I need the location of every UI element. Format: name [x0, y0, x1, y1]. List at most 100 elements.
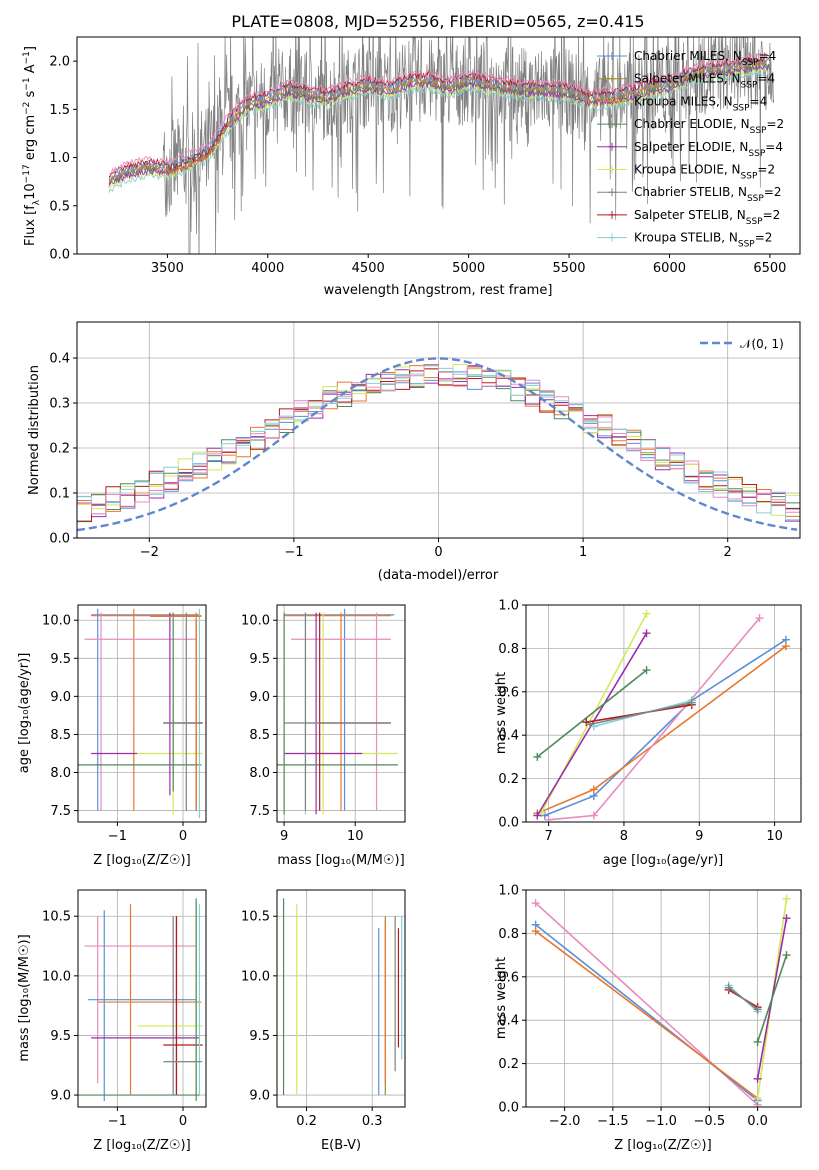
x-tick-label: 0.3 — [362, 1114, 383, 1129]
y-tick-label: 9.0 — [50, 1089, 71, 1104]
axes-mass_vs_ebv: 0.2 0.3 9.0 9.5 10.0 10.5 E(B-V) — [241, 889, 406, 1153]
weight-point-marker — [755, 614, 764, 623]
weight-point-marker — [642, 666, 651, 675]
x-axis-label: Z [log₁₀(Z/Z☉)] — [614, 1138, 711, 1153]
y-tick-label: 2.0 — [49, 55, 70, 70]
y-tick-label: 7.5 — [249, 804, 270, 819]
x-tick-label: 6000 — [653, 261, 686, 276]
y-axis-label: Normed distribution — [27, 365, 42, 495]
legend-marker — [608, 97, 616, 106]
legend-marker — [608, 142, 616, 151]
y-tick-label: 0.2 — [498, 1057, 519, 1072]
weight-point-marker — [533, 752, 542, 761]
normal-distribution-curve — [77, 357, 798, 532]
y-tick-label: 9.0 — [249, 1089, 270, 1104]
legend-marker — [608, 233, 616, 242]
axes-frame — [276, 889, 406, 1108]
y-tick-label: 0.0 — [498, 816, 519, 831]
x-tick-label: 0.2 — [296, 1114, 317, 1129]
x-tick-label: 5000 — [452, 261, 485, 276]
y-tick-label: 1.0 — [498, 884, 519, 899]
axes-residuals: −2 −1 0 1 2 0.0 0.1 0.2 0.3 0.4 (data-model)/error… — [27, 321, 801, 583]
legend-entry: Chabrier STELIB, NSSP=2 — [634, 185, 782, 204]
weight-point-marker — [753, 1037, 762, 1046]
x-tick-label: −1.5 — [597, 1114, 629, 1129]
x-tick-label: −1 — [284, 545, 303, 560]
y-axis-label: mass [log₁₀(M/M☉)] — [17, 934, 32, 1061]
weight-line-kroupa_miles — [535, 930, 759, 1099]
weight-point-marker — [687, 698, 696, 707]
model-kroupa_miles-line — [108, 58, 770, 184]
weight-point-marker — [782, 894, 791, 903]
frame-and-ticks: −1 0 9.0 9.5 10.0 10.5 Z [log₁₀(Z/Z☉)] mass [lo… — [17, 889, 207, 1153]
frame-and-ticks: 0.2 0.3 9.0 9.5 10.0 10.5 E(B-V) — [241, 889, 406, 1153]
frame-and-ticks: −1 0 7.5 8.0 8.5 9.0 9.5 10.0 Z [log₁₀(Z/Z☉)] age… — [17, 604, 207, 868]
y-tick-label: 0.4 — [498, 729, 519, 744]
weight-point-marker — [589, 785, 598, 794]
x-tick-label: 6500 — [753, 261, 786, 276]
y-tick-label: 0.0 — [49, 248, 70, 263]
y-tick-label: 9.5 — [50, 1029, 71, 1044]
y-tick-label: 9.5 — [50, 652, 71, 667]
y-tick-label: 0.6 — [498, 685, 519, 700]
x-axis-label: (data-model)/error — [378, 568, 499, 583]
weight-point-marker — [544, 815, 553, 822]
residual-hist-pink — [77, 365, 800, 525]
legend-entry: Kroupa MILES, NSSP=4 — [634, 94, 767, 113]
weight-point-marker — [531, 927, 540, 936]
legend-entry: Chabrier ELODIE, NSSP=2 — [634, 117, 784, 136]
x-tick-label: 10 — [347, 829, 364, 844]
weight-point-marker — [753, 1094, 762, 1103]
legend-entry: Salpeter ELODIE, NSSP=4 — [634, 140, 783, 159]
grid-lines — [526, 889, 801, 1108]
weight-line-chabrier_elodie — [536, 669, 647, 758]
x-tick-label: −1.0 — [645, 1114, 677, 1129]
axes-weight_vs_age: 7 8 9 10 0.0 0.2 0.4 0.6 0.8 1.0 age [log₁₀(age/yr… — [494, 599, 802, 868]
grid-lines — [77, 322, 800, 539]
x-tick-label: 8 — [620, 829, 628, 844]
legend-entry: Salpeter MILES, NSSP=4 — [634, 72, 775, 91]
y-tick-label: 8.0 — [249, 766, 270, 781]
plot-area — [78, 608, 203, 819]
legend-entry: Kroupa STELIB, NSSP=2 — [634, 231, 772, 250]
x-tick-label: 3500 — [151, 261, 184, 276]
weight-point-marker — [586, 720, 595, 729]
y-tick-label: 0.5 — [49, 199, 70, 214]
y-tick-label: 8.5 — [249, 728, 270, 743]
weight-point-marker — [531, 899, 540, 908]
y-tick-label: 10.0 — [42, 969, 71, 984]
y-tick-label: 10.0 — [42, 614, 71, 629]
legend: Chabrier MILES, NSSP=4 Salpeter MILES, NS… — [597, 49, 784, 250]
y-tick-label: 0.1 — [49, 487, 70, 502]
x-axis-label: E(B-V) — [321, 1138, 361, 1153]
axes-frame — [525, 604, 802, 823]
axes-weight_vs_Z: −2.0 −1.5 −1.0 −0.5 0.0 0.0 0.2 0.4 0.6 0.8 1.0 Z [… — [494, 884, 802, 1153]
legend-entry: Salpeter STELIB, NSSP=2 — [634, 208, 780, 227]
legend-marker — [608, 52, 616, 60]
y-tick-label: 9.0 — [249, 690, 270, 705]
weight-point-marker — [753, 1074, 762, 1083]
plot-area — [533, 609, 790, 822]
weight-point-marker — [753, 1005, 762, 1014]
axes-age_vs_Z: −1 0 7.5 8.0 8.5 9.0 9.5 10.0 Z [log₁₀(Z/Z☉)] age… — [17, 604, 207, 868]
frame-and-ticks: 3500 4000 4500 5000 5500 6000 6500 0.0 0.5 1.0 1.5… — [22, 12, 801, 298]
frame-and-ticks: 9 10 7.5 8.0 8.5 9.0 9.5 10.0 mass [log₁₀(M/M☉)] — [241, 604, 406, 868]
x-tick-label: 0.0 — [747, 1114, 768, 1129]
y-tick-label: 1.0 — [498, 599, 519, 614]
grid-lines — [78, 605, 206, 822]
x-axis-label: wavelength [Angstrom, rest frame] — [324, 283, 553, 298]
weight-point-marker — [533, 811, 542, 820]
y-axis-label: mass weight — [494, 957, 509, 1039]
x-axis-label: mass [log₁₀(M/M☉)] — [277, 853, 404, 868]
model-chabrier_elodie-line — [108, 61, 770, 184]
x-tick-label: 0 — [179, 829, 187, 844]
x-axis-label: Z [log₁₀(Z/Z☉)] — [93, 853, 190, 868]
grid-lines — [526, 604, 801, 823]
x-tick-label: −2 — [140, 545, 159, 560]
plot-area — [531, 894, 791, 1107]
y-tick-label: 0.2 — [49, 442, 70, 457]
plot-area — [108, 37, 775, 254]
x-tick-label: 7 — [544, 829, 552, 844]
y-tick-label: 0.8 — [498, 642, 519, 657]
y-tick-label: 7.5 — [50, 804, 71, 819]
